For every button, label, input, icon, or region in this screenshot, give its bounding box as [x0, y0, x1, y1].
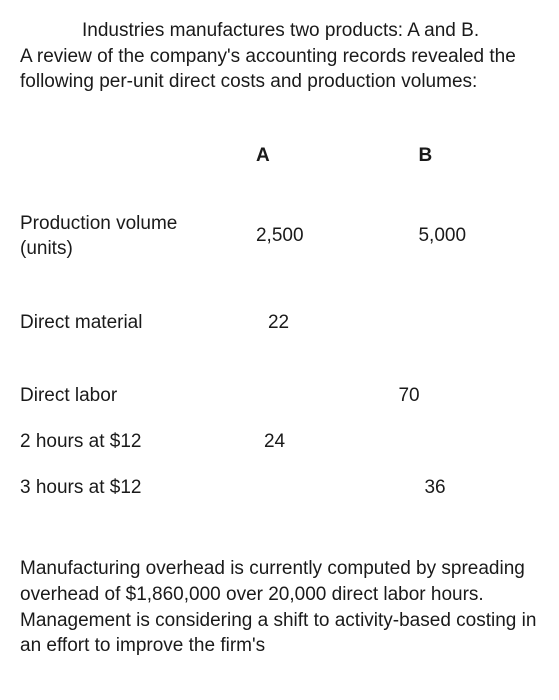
row-hours-3: 3 hours at $12 36: [20, 475, 539, 501]
val-hours-2-a: 24: [238, 429, 389, 455]
val-production-volume-a: 2,500: [238, 211, 389, 262]
val-direct-labor-b: 70: [388, 383, 539, 409]
val-direct-material-a: 22: [238, 310, 389, 336]
val-hours-2-b: [388, 429, 539, 455]
row-production-volume: Production volume (units) 2,500 5,000: [20, 211, 539, 262]
label-direct-material: Direct material: [20, 310, 238, 336]
intro-rest: A review of the company's accounting rec…: [20, 46, 516, 93]
val-hours-3-a: [238, 475, 389, 501]
row-direct-material: Direct material 22: [20, 310, 539, 336]
col-header-a: A: [238, 143, 389, 211]
val-hours-3-b: 36: [388, 475, 539, 501]
row-direct-labor: Direct labor 70: [20, 383, 539, 409]
footer-paragraph: Manufacturing overhead is currently comp…: [20, 556, 539, 659]
intro-paragraph: Industries manufactures two products: A …: [20, 18, 539, 95]
label-hours-3: 3 hours at $12: [20, 475, 238, 501]
intro-line1: Industries manufactures two products: A …: [20, 18, 539, 44]
label-direct-labor: Direct labor: [20, 383, 238, 409]
row-hours-2: 2 hours at $12 24: [20, 429, 539, 455]
val-direct-material-b: [388, 310, 539, 336]
label-hours-2: 2 hours at $12: [20, 429, 238, 455]
col-header-b: B: [388, 143, 539, 211]
label-production-volume: Production volume (units): [20, 211, 238, 262]
table-header-row: A B: [20, 143, 539, 211]
val-production-volume-b: 5,000: [388, 211, 539, 262]
cost-table: A B Production volume (units) 2,500 5,00…: [20, 143, 539, 500]
val-direct-labor-a: [238, 383, 389, 409]
